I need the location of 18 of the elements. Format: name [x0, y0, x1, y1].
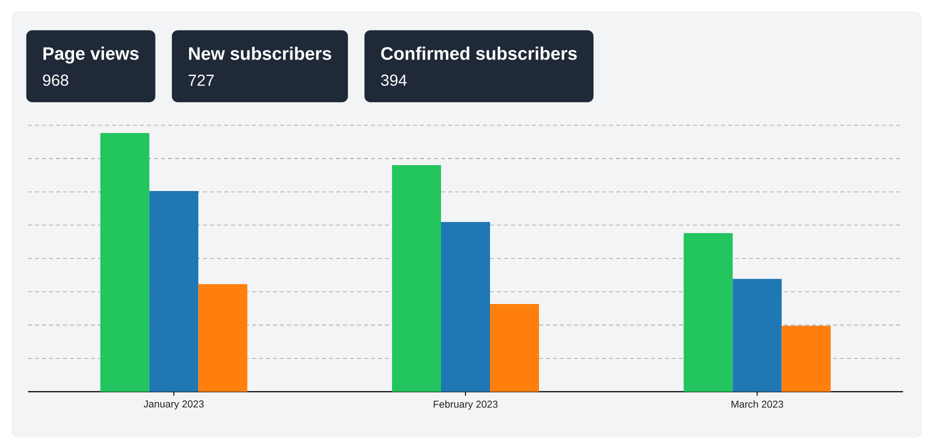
text: New subscribers: [189, 46, 332, 60]
bar: [782, 326, 831, 392]
x-tick-label: March 2023: [732, 400, 784, 408]
bar: [198, 284, 248, 392]
text: 727: [188, 74, 214, 86]
text: Page views: [43, 46, 139, 64]
bar: [732, 278, 782, 392]
bar: [392, 165, 442, 392]
text: Confirmed subscribers: [381, 46, 577, 60]
bar: [149, 190, 198, 392]
x-tick-label: January 2023: [144, 400, 204, 410]
bar: [684, 233, 733, 392]
text: 968: [43, 74, 68, 86]
bar: [441, 222, 490, 392]
x-tick-label: February 2023: [434, 400, 498, 410]
bar: [100, 133, 150, 392]
text: 394: [381, 74, 407, 86]
bar: [490, 304, 539, 392]
